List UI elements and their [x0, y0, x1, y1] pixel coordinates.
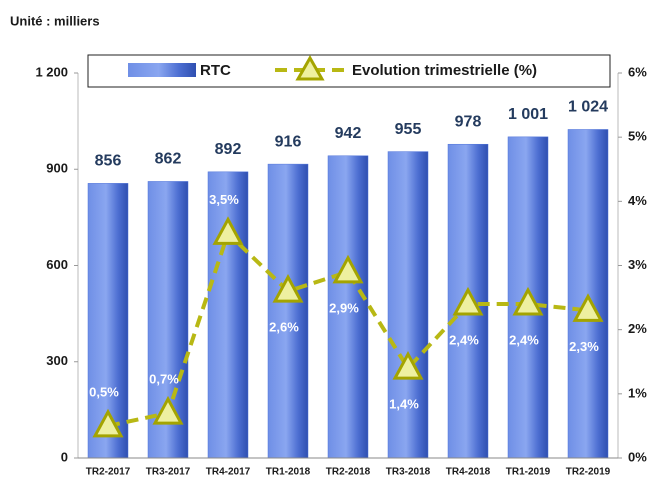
- line-value-label: 2,3%: [569, 339, 599, 354]
- line-series: [107, 229, 589, 428]
- bar: [387, 151, 429, 459]
- bar-value-label: 916: [275, 133, 302, 150]
- bar-value-label: 978: [455, 113, 482, 130]
- legend-label: RTC: [200, 62, 231, 79]
- line-marker: [572, 293, 604, 322]
- line-marker: [272, 274, 304, 303]
- y-tick-label: 0: [61, 449, 68, 464]
- bar-value-label: 862: [155, 151, 182, 168]
- line-marker: [452, 286, 484, 316]
- bar-value-label: 856: [95, 153, 122, 170]
- x-tick-label: TR2-2018: [326, 467, 371, 477]
- line-value-label: 2,4%: [509, 332, 539, 347]
- line-value-label: 0,5%: [89, 384, 119, 399]
- line-marker: [392, 351, 424, 380]
- line-value-label: 3,5%: [209, 192, 239, 207]
- line-marker: [212, 216, 244, 245]
- legend-swatch: [128, 63, 196, 77]
- x-tick-label: TR2-2019: [566, 467, 611, 477]
- y2-tick-label: 0%: [628, 449, 647, 464]
- y2-tick-label: 6%: [628, 64, 647, 79]
- x-tick-label: TR1-2019: [506, 467, 551, 477]
- y2-tick-label: 4%: [628, 193, 647, 208]
- legend-marker: [295, 54, 325, 81]
- bar-value-label: 1 001: [508, 106, 548, 123]
- line-value-label: 2,6%: [269, 320, 299, 335]
- x-tick-label: TR4-2017: [206, 467, 251, 477]
- bar-value-label: 955: [395, 121, 422, 138]
- line-marker: [92, 408, 124, 438]
- y2-tick-label: 2%: [628, 321, 647, 336]
- legend-label: Evolution trimestrielle (%): [352, 62, 537, 79]
- chart-title: Unité : milliers: [10, 13, 100, 28]
- bar-value-label: 1 024: [568, 99, 608, 116]
- line-value-label: 2,4%: [449, 332, 479, 347]
- y-tick-label: 1 200: [35, 64, 68, 79]
- line-value-label: 0,7%: [149, 372, 179, 387]
- line-value-label: 1,4%: [389, 397, 419, 412]
- y2-tick-label: 5%: [628, 129, 647, 144]
- bar: [207, 171, 249, 459]
- bar-value-label: 892: [215, 141, 242, 158]
- line-value-label: 2,9%: [329, 300, 359, 315]
- line-marker: [332, 254, 364, 284]
- bar: [267, 163, 309, 459]
- y-tick-label: 900: [46, 161, 68, 176]
- y-tick-label: 600: [46, 257, 68, 272]
- x-tick-label: TR2-2017: [86, 467, 131, 477]
- x-tick-label: TR4-2018: [446, 467, 491, 477]
- y-tick-label: 300: [46, 353, 68, 368]
- bar-value-label: 942: [335, 125, 362, 142]
- x-tick-label: TR3-2017: [146, 467, 191, 477]
- y2-tick-label: 1%: [628, 385, 647, 400]
- line-marker: [512, 286, 544, 316]
- y2-tick-label: 3%: [628, 257, 647, 272]
- line-marker: [152, 395, 184, 425]
- x-tick-label: TR1-2018: [266, 467, 311, 477]
- x-tick-label: TR3-2018: [386, 467, 431, 477]
